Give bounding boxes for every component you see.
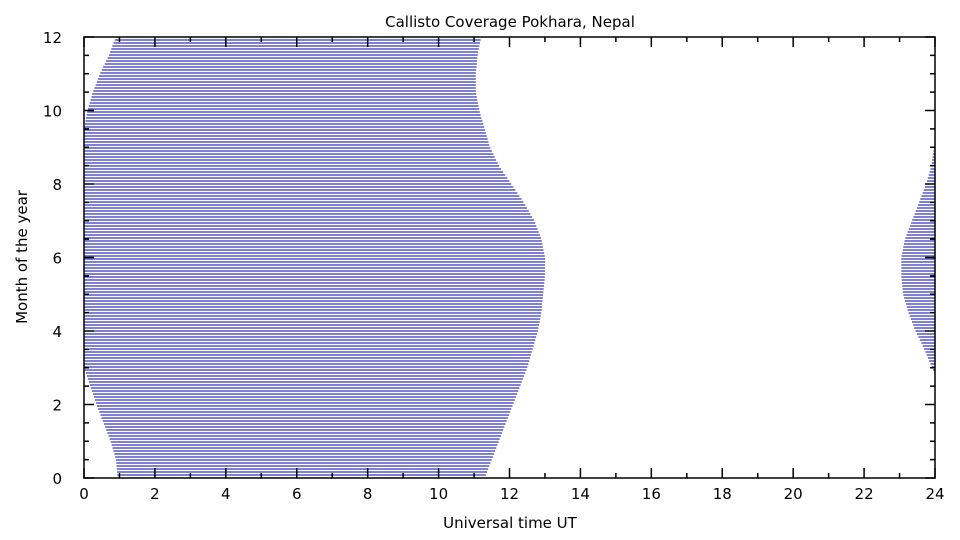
- y-tick-label: 6: [52, 250, 62, 268]
- chart-title: Callisto Coverage Pokhara, Nepal: [385, 13, 635, 31]
- x-tick-label: 24: [925, 485, 944, 503]
- x-tick-label: 2: [150, 485, 160, 503]
- x-tick-label: 16: [642, 485, 661, 503]
- coverage-fill-group: [84, 39, 935, 476]
- coverage-series-0: [84, 39, 545, 476]
- x-tick-label: 12: [500, 485, 519, 503]
- x-tick-label: 6: [292, 485, 302, 503]
- x-tick-label: 8: [363, 485, 373, 503]
- y-tick-label: 8: [52, 176, 62, 194]
- y-tick-label: 0: [52, 470, 62, 488]
- x-tick-label: 10: [429, 485, 448, 503]
- y-tick-label: 10: [43, 103, 62, 121]
- y-tick-label: 4: [52, 323, 62, 341]
- y-tick-label: 2: [52, 397, 62, 415]
- x-tick-label: 20: [784, 485, 803, 503]
- x-axis-title: Universal time UT: [443, 514, 578, 532]
- y-tick-label: 12: [43, 29, 62, 47]
- x-tick-label: 18: [713, 485, 732, 503]
- x-tick-label: 22: [855, 485, 874, 503]
- x-tick-label: 4: [221, 485, 231, 503]
- coverage-series-1: [901, 144, 935, 374]
- x-tick-label: 0: [79, 485, 89, 503]
- y-axis-title: Month of the year: [13, 189, 31, 324]
- x-tick-label: 14: [571, 485, 590, 503]
